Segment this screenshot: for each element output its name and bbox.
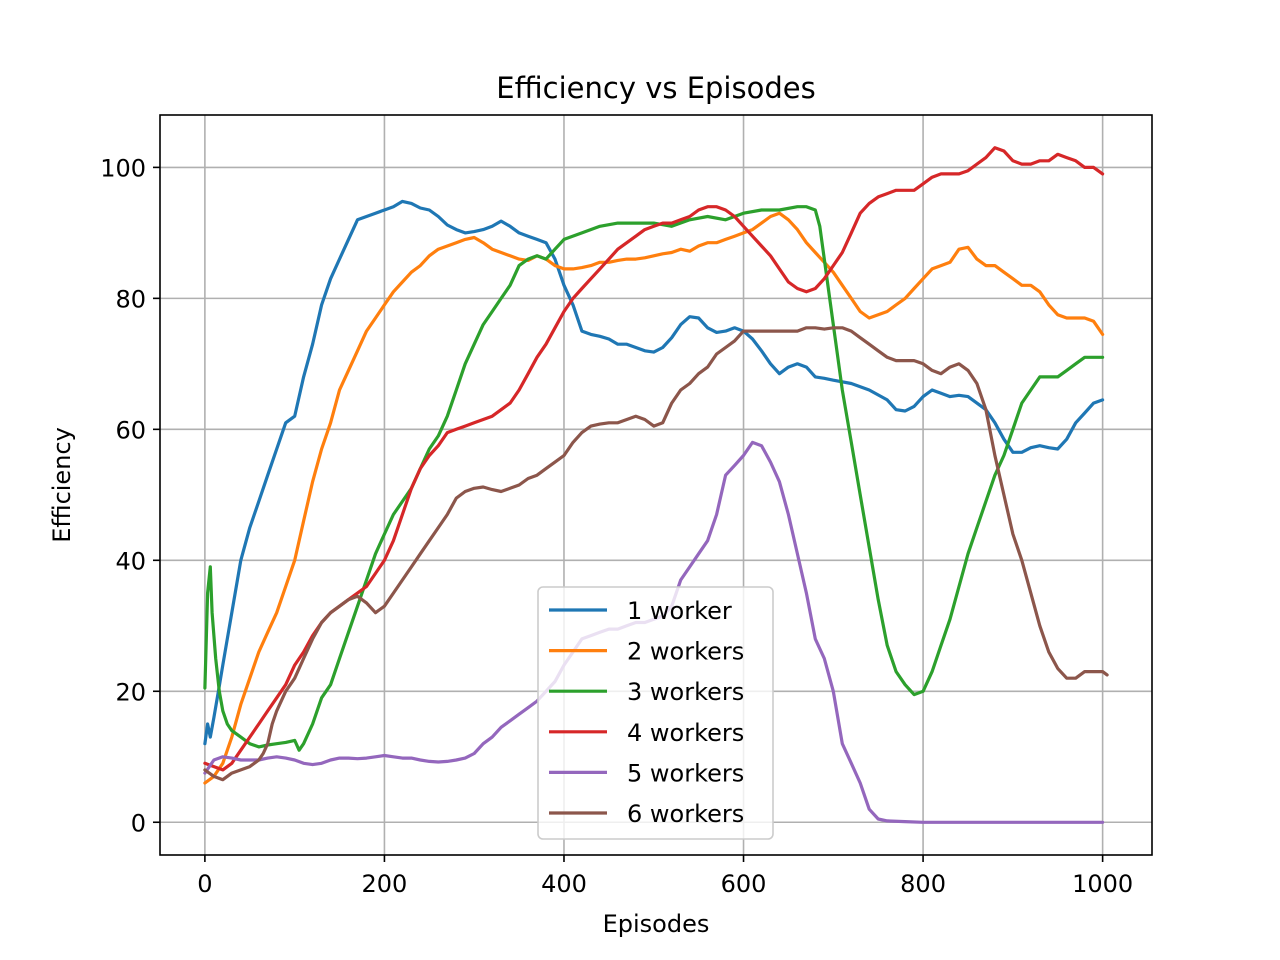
- y-tick-label: 40: [115, 547, 146, 575]
- y-axis-label: Efficiency: [48, 427, 76, 543]
- legend-label-2: 2 workers: [627, 638, 744, 666]
- legend-label-1: 1 worker: [627, 597, 732, 625]
- y-tick-label: 100: [100, 154, 146, 182]
- series-lines: [203, 146, 1109, 824]
- x-tick-label: 400: [541, 870, 587, 898]
- y-tick-label: 80: [115, 285, 146, 313]
- legend-label-6: 6 workers: [627, 800, 744, 828]
- x-tick-label: 0: [197, 870, 212, 898]
- x-tick-label: 200: [362, 870, 408, 898]
- series-line-3: [203, 205, 1105, 752]
- series-line-1: [203, 199, 1105, 746]
- plot-frame: [159, 114, 1153, 856]
- series-line-2: [203, 211, 1105, 785]
- chart-title: Efficiency vs Episodes: [496, 71, 815, 105]
- axis-ticks: 0 200 400 600 800 1000 0 20 40 60 80 100: [100, 154, 1133, 898]
- y-tick-label: 60: [115, 416, 146, 444]
- legend-label-5: 5 workers: [627, 759, 744, 787]
- y-tick-label: 20: [115, 678, 146, 706]
- legend-label-3: 3 workers: [627, 678, 744, 706]
- x-tick-label: 800: [900, 870, 946, 898]
- x-tick-label: 600: [721, 870, 767, 898]
- legend: 1 worker 2 workers 3 workers 4 workers 5 wor…: [537, 586, 774, 840]
- series-line-4: [203, 146, 1105, 772]
- legend-label-4: 4 workers: [627, 719, 744, 747]
- y-tick-label: 0: [131, 809, 146, 837]
- x-axis-label: Episodes: [603, 910, 710, 938]
- series-line-6: [203, 326, 1109, 782]
- x-tick-label: 1000: [1072, 870, 1133, 898]
